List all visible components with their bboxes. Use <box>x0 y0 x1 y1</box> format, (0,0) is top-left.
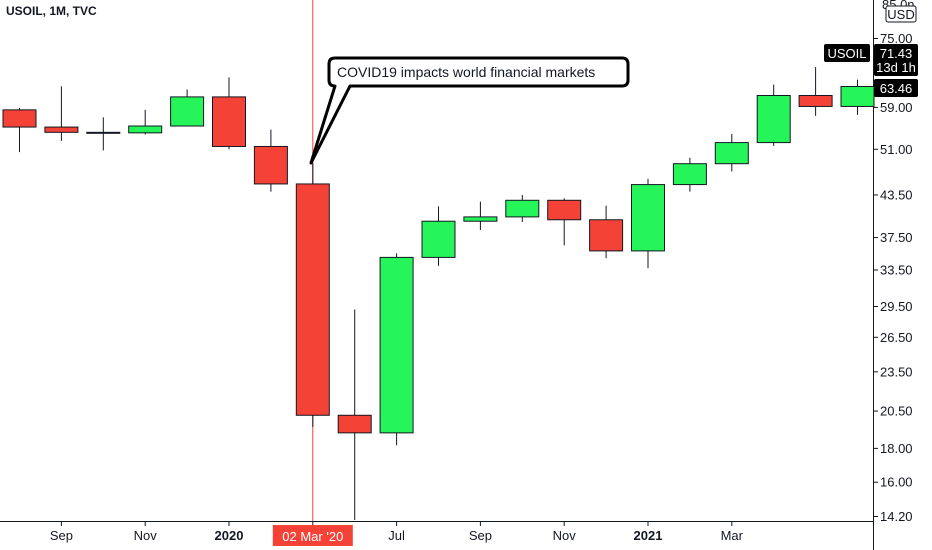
time-tick-label: Nov <box>134 528 158 543</box>
price-tick-label: 18.00 <box>880 441 913 456</box>
current-price: 71.43 <box>880 46 913 61</box>
candle-body[interactable] <box>672 163 707 186</box>
bar-countdown: 13d 1h <box>876 60 916 75</box>
candles-group <box>2 67 875 520</box>
crosshair-date-tag: 02 Mar '20 <box>272 525 353 546</box>
symbol-price-tag: USOIL 71.43 13d 1h <box>824 44 918 76</box>
time-tick-label: 2021 <box>634 528 663 543</box>
crosshair-date-label: 02 Mar '20 <box>282 529 343 544</box>
time-tick-label: 2020 <box>215 528 244 543</box>
candle-body[interactable] <box>756 94 791 144</box>
currency-box[interactable] <box>885 5 917 23</box>
candle-body[interactable] <box>86 131 121 134</box>
candle-body[interactable] <box>128 125 163 134</box>
price-tick-label: 37.50 <box>880 230 913 245</box>
candle-body[interactable] <box>253 145 288 185</box>
price-tick-label: 43.50 <box>880 187 913 202</box>
time-tick-label: Mar <box>721 528 744 543</box>
currency-label: USD <box>887 7 914 22</box>
annotation-callout[interactable]: COVID19 impacts world financial markets <box>309 56 630 165</box>
price-tick-label: 29.50 <box>880 299 913 314</box>
last-close-price: 63.46 <box>880 81 913 96</box>
time-tick-label: Sep <box>469 528 492 543</box>
time-tick-label: Jul <box>388 528 405 543</box>
price-tick-label: 14.20 <box>880 509 913 524</box>
candle-body[interactable] <box>505 199 540 218</box>
price-tick-label: 75.00 <box>880 31 913 46</box>
candle-body[interactable] <box>421 220 456 258</box>
chart-symbol-title: USOIL, 1M, TVC <box>6 4 97 18</box>
price-tick-label: 20.50 <box>880 404 913 419</box>
symbol-tag-box <box>824 44 870 62</box>
candle-body[interactable] <box>170 96 205 127</box>
time-tick-label: Nov <box>553 528 577 543</box>
time-scale: SepNov2020MayJulSepNov2021Mar <box>50 521 744 543</box>
candle-body[interactable] <box>631 184 665 252</box>
last-close-box <box>874 79 918 97</box>
candle-body[interactable] <box>295 183 330 416</box>
candle-body[interactable] <box>798 94 833 107</box>
candle-body[interactable] <box>337 414 372 434</box>
candle-body[interactable] <box>714 142 749 165</box>
candle-body[interactable] <box>840 85 875 107</box>
crosshair-date-box <box>272 525 353 546</box>
candle-body[interactable] <box>2 109 37 128</box>
candle-body[interactable] <box>463 216 498 222</box>
annotation-text: COVID19 impacts world financial markets <box>337 64 595 80</box>
price-tick-label: 26.50 <box>880 330 913 345</box>
price-tick-label: 33.50 <box>880 262 913 277</box>
candle-body[interactable] <box>379 256 414 434</box>
candle-body[interactable] <box>589 219 624 252</box>
price-tick-label: 16.00 <box>880 475 913 490</box>
symbol-tag: USOIL <box>827 46 866 61</box>
price-scale: 14.20 16.00 18.00 20.50 23.50 26.50 29.50 33.50… <box>873 31 913 524</box>
last-close-tag: 63.46 <box>874 79 918 97</box>
price-tick-label: 51.00 <box>880 142 913 157</box>
candle-body[interactable] <box>547 199 582 221</box>
price-tick-label: 23.50 <box>880 364 913 379</box>
candle-body[interactable] <box>212 96 246 147</box>
current-price-box <box>874 44 918 76</box>
annotation-bubble <box>309 56 630 165</box>
time-tick-label: Sep <box>50 528 73 543</box>
price-tick-label: 59.00 <box>880 100 913 115</box>
candle-body[interactable] <box>44 126 79 133</box>
